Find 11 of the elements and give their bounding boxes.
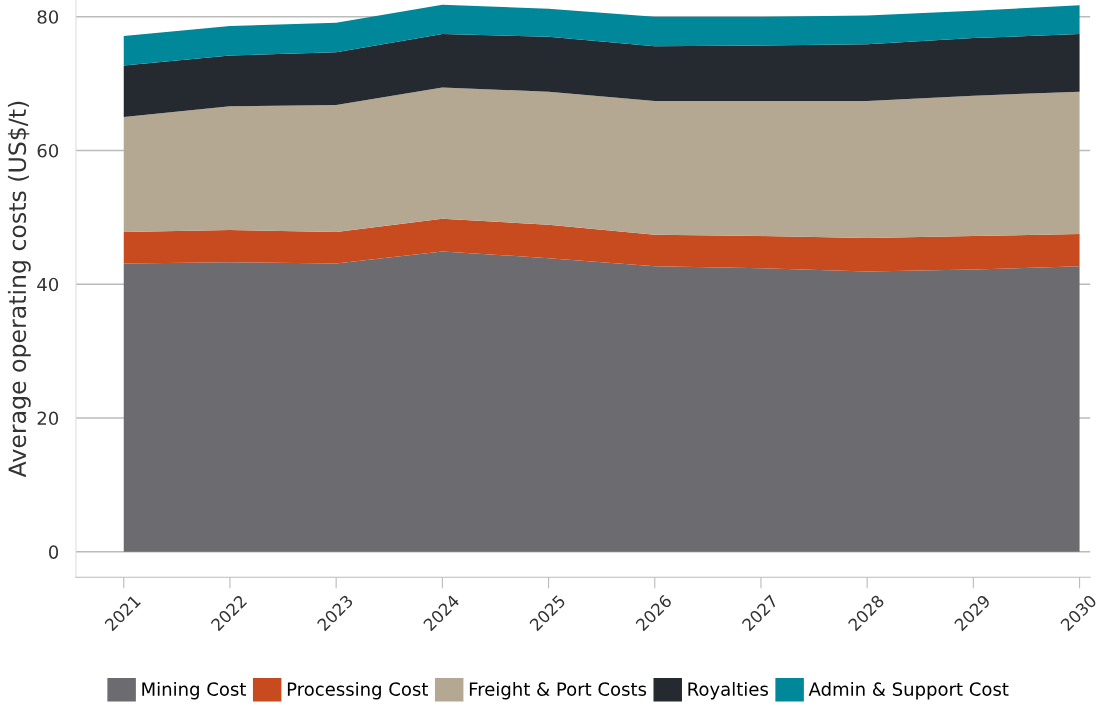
legend-label: Freight & Port Costs (469, 681, 647, 700)
legend-label: Admin & Support Cost (808, 681, 1009, 700)
y-tick-label: 80 (37, 10, 59, 24)
y-tick-label: 40 (37, 277, 59, 292)
y-tick-label: 0 (48, 545, 59, 559)
legend-label: Royalties (688, 681, 768, 700)
y-axis-title: Average operating costs (US$/t) (7, 101, 31, 478)
legend-label: Mining Cost (142, 681, 246, 700)
y-tick-label: 20 (37, 411, 59, 426)
y-tick-label: 60 (37, 143, 59, 158)
legend-label: Processing Cost (287, 681, 428, 700)
